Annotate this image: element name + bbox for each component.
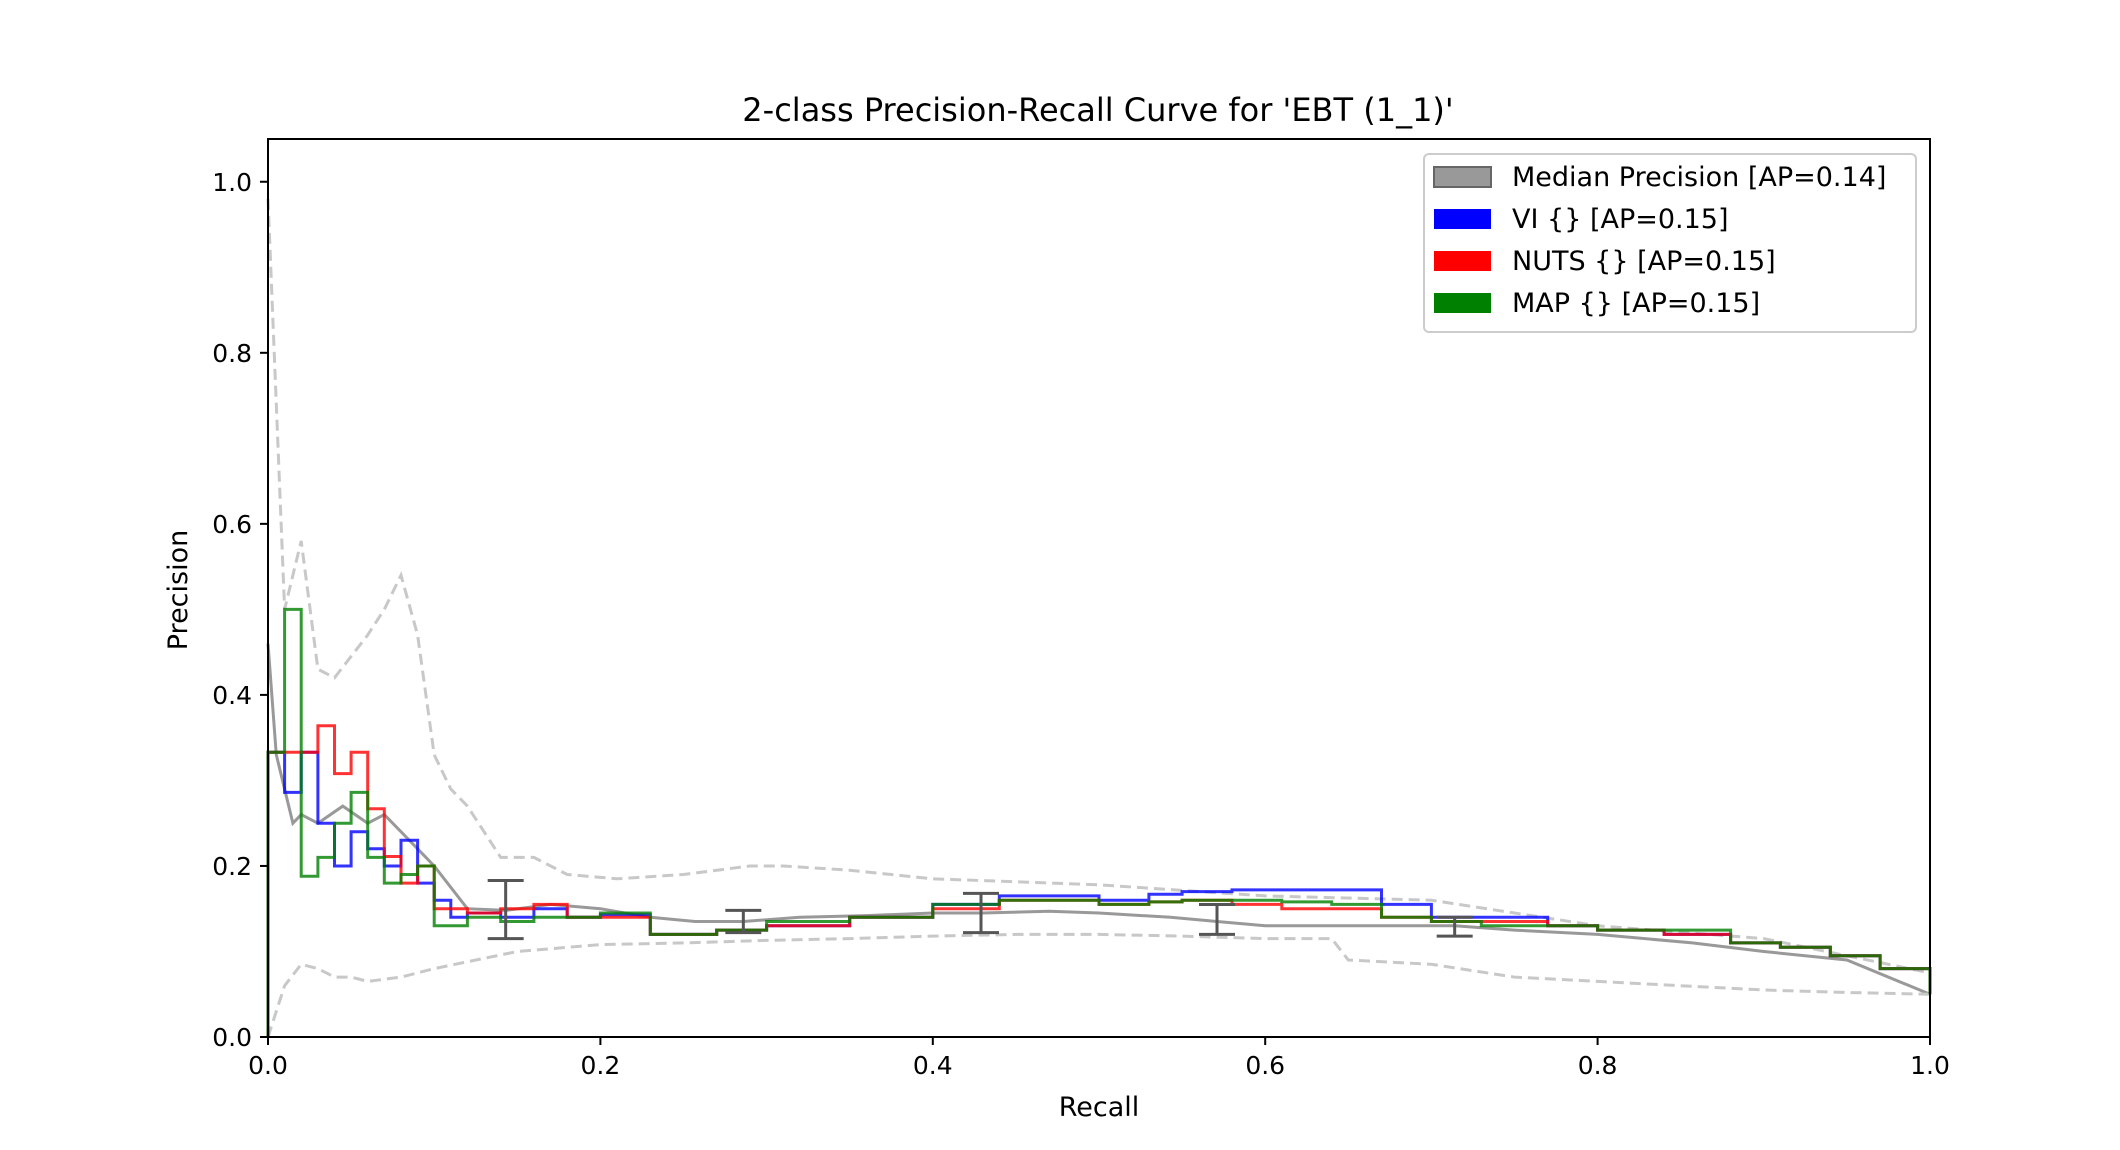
legend-swatch-median bbox=[1433, 166, 1492, 188]
x-tick-label-1: 0.2 bbox=[581, 1051, 621, 1080]
legend-frame bbox=[1423, 153, 1917, 333]
x-tick-label-0: 0.0 bbox=[248, 1051, 288, 1080]
series-line-map-ap-0-15 bbox=[266, 607, 1932, 1037]
series-line-lower-percentile bbox=[266, 932, 1931, 1038]
y-tick-label-4: 0.8 bbox=[212, 339, 252, 368]
legend: Median Precision [AP=0.14] VI {} [AP=0.1… bbox=[1423, 153, 1917, 333]
axis-ticks: 0.0 0.2 0.4 0.6 0.8 1.0 0.0 0.2 0.4 0.6 0.8 1.0 bbox=[212, 168, 1950, 1080]
y-tick-label-5: 1.0 bbox=[212, 168, 252, 197]
x-tick-label-3: 0.6 bbox=[1245, 1051, 1285, 1080]
x-tick-label-4: 0.8 bbox=[1578, 1051, 1618, 1080]
x-axis-label: Recall bbox=[1059, 1092, 1140, 1123]
y-tick-label-1: 0.2 bbox=[212, 852, 252, 881]
series-line-upper-percentile bbox=[266, 198, 1931, 975]
series-line-median-precision-ap-0-14 bbox=[266, 643, 1931, 996]
legend-swatch-vi bbox=[1434, 209, 1491, 229]
legend-swatch-nuts bbox=[1434, 251, 1491, 271]
y-tick-label-0: 0.0 bbox=[212, 1023, 252, 1052]
chart-title: 2-class Precision-Recall Curve for 'EBT … bbox=[742, 91, 1453, 129]
legend-label-median: Median Precision [AP=0.14] bbox=[1512, 162, 1886, 193]
legend-label-map: MAP {} [AP=0.15] bbox=[1512, 288, 1760, 319]
x-tick-label-5: 1.0 bbox=[1910, 1051, 1950, 1080]
legend-label-nuts: NUTS {} [AP=0.15] bbox=[1512, 246, 1776, 277]
x-tick-label-2: 0.4 bbox=[913, 1051, 953, 1080]
legend-swatch-map bbox=[1434, 293, 1491, 313]
y-tick-label-3: 0.6 bbox=[212, 510, 252, 539]
legend-label-vi: VI {} [AP=0.15] bbox=[1512, 204, 1729, 235]
plot-area bbox=[266, 198, 1932, 1038]
y-tick-label-2: 0.4 bbox=[212, 681, 252, 710]
axes-frame bbox=[267, 138, 1931, 1038]
y-axis-label: Precision bbox=[163, 530, 194, 650]
